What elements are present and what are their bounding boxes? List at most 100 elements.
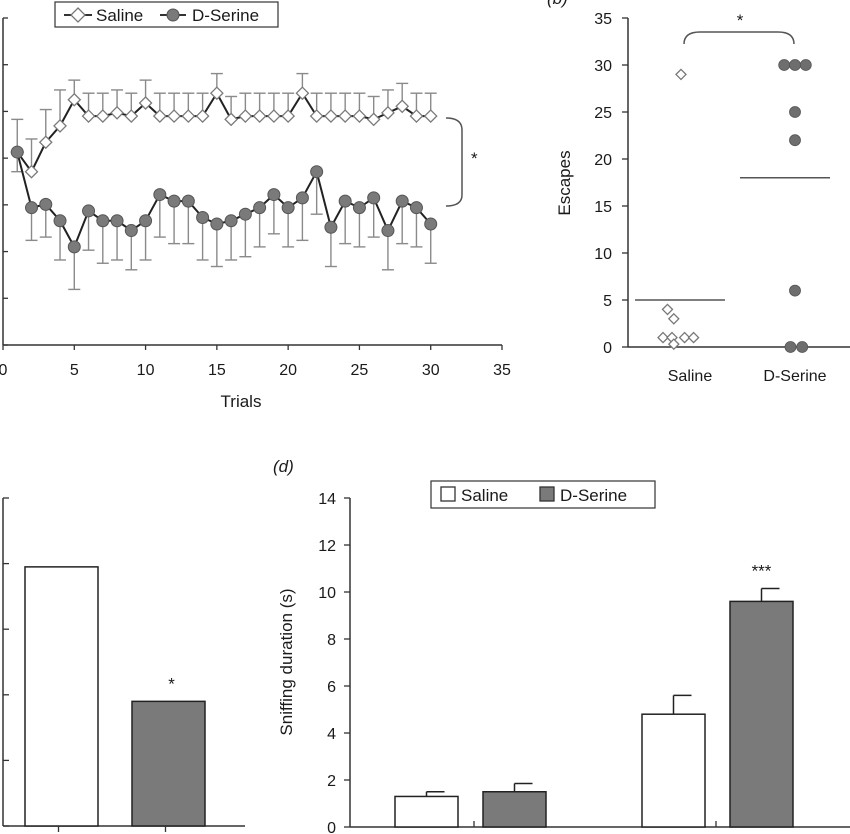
panel-d-y-tick-label: 10 [318,585,336,602]
panel-a-line-chart: 0 5 10 15 20 25 30 35 Trials * Saline D-Serine [0,1,511,411]
panel-d-bar [729,600,794,828]
panel-b-y-tick-label: 5 [603,293,612,310]
panel-a-series-line [16,91,431,174]
panel-a-dserine-point [338,194,352,208]
panel-a-saline-point [67,92,82,107]
panel-b-saline-point [667,338,680,351]
panel-a-saline-point [138,96,153,110]
panel-d-significance-star: *** [752,561,772,580]
panel-a-x-tick-label: 5 [70,362,79,379]
panel-d-legend-saline-label: Saline [461,486,508,505]
panel-b-y-tick-label: 30 [594,58,612,75]
panel-b-y-tick-label: 25 [594,105,612,122]
panel-d-y-tick-label: 6 [327,679,336,696]
panel-a-x-tick-label: 0 [0,362,8,379]
panel-a-saline-point [352,109,367,124]
panel-a-saline-point [110,105,124,120]
panel-a-dserine-point [409,201,423,215]
panel-d-bar [482,791,547,828]
panel-b-y-tick-label: 15 [594,199,612,216]
panel-a-legend: Saline D-Serine [54,1,279,28]
panel-d-plot-area: *** [394,561,794,828]
panel-a-dserine-point [196,210,210,224]
panel-a-dserine-point [395,194,409,208]
panel-b-y-tick-label: 35 [594,11,612,28]
legend-dserine-circle-icon [166,8,180,22]
panel-a-dserine-point [167,194,181,208]
panel-a-saline-point [224,112,239,127]
panel-a-legend-dserine-label: D-Serine [192,6,259,25]
panel-a-dserine-point [310,165,324,179]
panel-d-bar [394,795,459,828]
panel-b-category-label: Saline [668,368,713,385]
panel-b-significance-bracket [683,31,795,45]
panel-b-category-label: D-Serine [763,368,826,385]
panel-d-label: (d) [273,457,294,476]
panel-d-y-tick-label: 12 [318,538,336,555]
panel-b-saline-point [661,303,674,316]
panel-a-saline-point [181,109,196,124]
panel-a-dserine-point [352,201,366,215]
panel-a-dserine-point [181,194,195,208]
panel-a-saline-point [95,109,110,124]
panel-a-saline-point [124,109,139,124]
panel-a-saline-point [24,164,39,179]
panel-b-dserine-point [789,106,801,118]
panel-b-label-fragment: (b) [547,0,568,8]
panel-a-plot-area [10,72,438,291]
panel-a-saline-point [167,109,182,124]
panel-a-y-ticks [3,17,8,346]
panel-a-saline-point [338,109,353,124]
panel-c-y-ticks [3,497,9,827]
panel-a-significance-star: * [471,149,478,168]
panel-b-dserine-point [778,59,791,71]
panel-a-x-tick-label: 30 [422,362,440,379]
panel-b-dserine-point [789,284,801,297]
panel-d-y-tick-label: 2 [327,773,336,790]
panel-d-y-tick-label: 14 [318,491,336,508]
panel-a-saline-point [53,118,67,133]
panel-a-saline-point [238,109,253,124]
panel-d-bar-chart: (d) 0 2 4 6 8 10 12 14 Sniffing duration (s) **… [273,457,850,834]
panel-a-saline-point [381,105,395,120]
panel-a-x-tick-label: 15 [208,362,226,379]
panel-a-saline-point [281,109,296,124]
panel-d-bar [641,713,706,828]
panel-c-bar [24,566,99,827]
panel-b-saline-point [687,331,700,344]
legend-dserine-swatch-icon [539,486,555,502]
panel-a-saline-point [195,109,210,124]
panel-a-x-tick-label: 10 [137,362,155,379]
panel-b-dserine-point [796,341,809,353]
panel-a-dserine-point [110,214,124,228]
panel-b-y-tick-label: 10 [594,246,612,263]
panel-a-saline-point [152,109,167,124]
panel-b-scatter-chart: (b) 0 5 10 15 20 25 30 35 Saline D-Serine Escape… [547,0,850,385]
panel-a-saline-point [366,112,381,127]
panel-d-y-tick-label: 8 [327,632,336,649]
panel-a-saline-point [252,109,267,124]
panel-c-bar-chart: * [2,497,245,832]
panel-a-saline-point [81,109,96,124]
panel-a-dserine-point [210,217,224,231]
panel-a-saline-point [295,86,310,101]
panel-a-saline-point [423,109,438,124]
panel-a-dserine-point [238,207,252,221]
panel-b-plot-area [635,59,830,353]
panel-b-y-ticks: 0 5 10 15 20 25 30 35 [594,11,628,357]
panel-a-dserine-point [281,201,295,215]
panel-a-dserine-point [53,214,67,228]
panel-b-dserine-point [799,59,812,71]
panel-a-dserine-point [139,214,153,228]
panel-a-dserine-point [224,214,238,228]
panel-a-dserine-point [153,188,167,202]
legend-saline-diamond-icon [70,7,86,23]
panel-b-dserine-point [789,59,801,71]
panel-a-x-tick-label: 25 [351,362,369,379]
panel-a-dserine-point [67,240,81,254]
panel-a-dserine-point [82,204,96,218]
panel-a-saline-point [395,99,410,114]
panel-a-dserine-point [424,217,438,231]
panel-d-y-tick-label: 4 [327,726,336,743]
panel-b-y-tick-label: 0 [603,340,612,357]
